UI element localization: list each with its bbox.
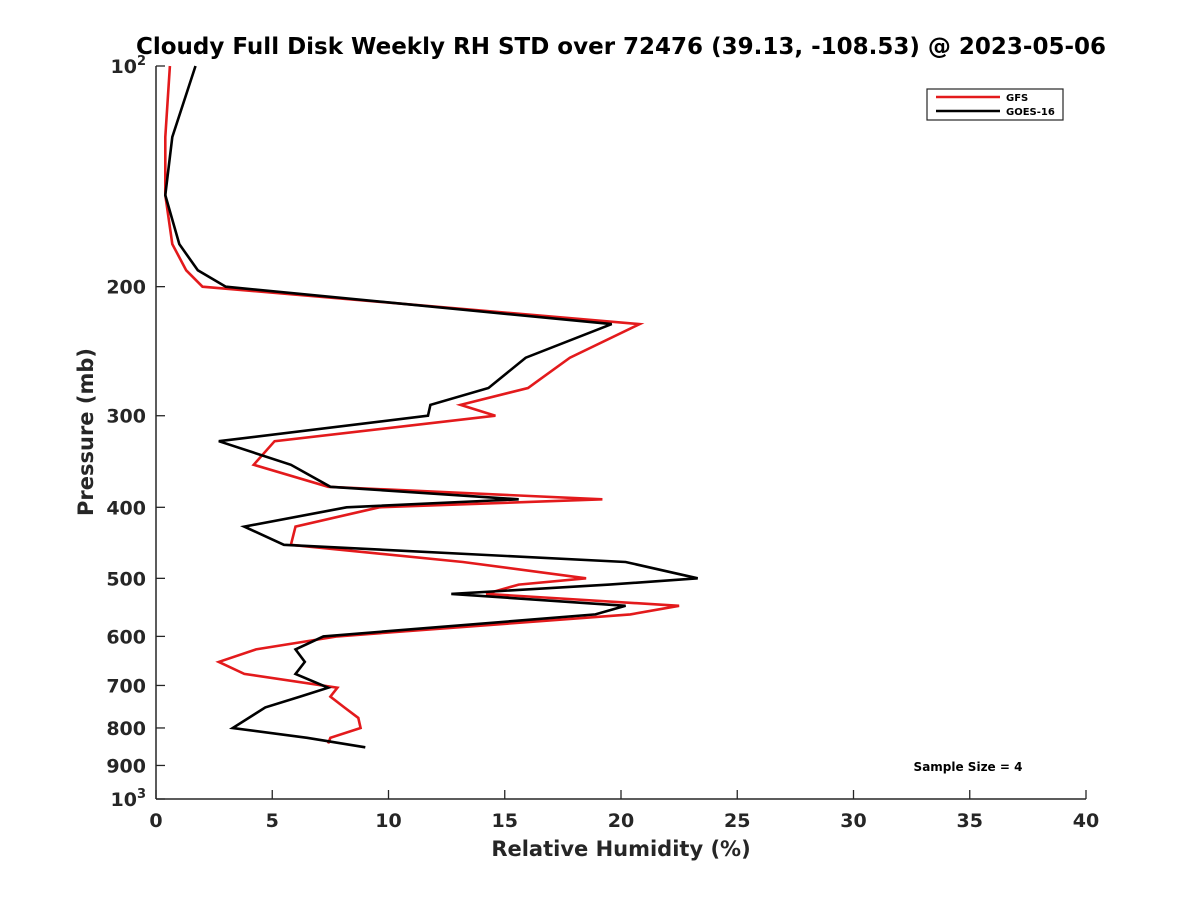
y-tick-label: 500 — [106, 568, 146, 590]
y-tick-label: 700 — [106, 675, 146, 697]
x-ticks: 0 5 10 15 20 25 30 35 40 — [149, 790, 1099, 832]
chart-title: Cloudy Full Disk Weekly RH STD over 7247… — [136, 34, 1106, 60]
y-tick-label: 200 — [106, 277, 146, 299]
x-tick-label: 30 — [840, 810, 866, 832]
series-lines — [163, 65, 698, 749]
x-tick-label: 15 — [492, 810, 518, 832]
y-tick-label: 300 — [106, 406, 146, 428]
y-tick-label: 800 — [106, 718, 146, 740]
y-tick-label: 102 — [111, 54, 147, 78]
x-axis-label: Relative Humidity (%) — [491, 837, 750, 861]
x-tick-label: 10 — [375, 810, 401, 832]
y-tick-label: 600 — [106, 626, 146, 648]
y-tick-label: 103 — [111, 787, 147, 811]
legend-box — [926, 88, 1064, 121]
x-tick-label: 35 — [957, 810, 983, 832]
x-tick-label: 20 — [608, 810, 634, 832]
plot-area-frame — [156, 66, 1086, 799]
y-tick-label: 400 — [106, 497, 146, 519]
sample-size-annotation: Sample Size = 4 — [914, 760, 1023, 774]
y-ticks: 102 200 300 400 500 600 700 800 900 103 — [106, 54, 165, 811]
y-axis-label: Pressure (mb) — [74, 348, 98, 516]
x-tick-label: 25 — [724, 810, 750, 832]
legend: GFS GOES-16 — [926, 88, 1064, 121]
legend-label-gfs: GFS — [1006, 93, 1028, 104]
x-tick-label: 0 — [149, 810, 162, 832]
series-line-goes16 — [163, 65, 698, 749]
y-tick-label: 900 — [106, 755, 146, 777]
x-tick-label: 40 — [1073, 810, 1099, 832]
x-tick-label: 5 — [266, 810, 279, 832]
legend-label-goes16: GOES-16 — [1006, 107, 1055, 118]
